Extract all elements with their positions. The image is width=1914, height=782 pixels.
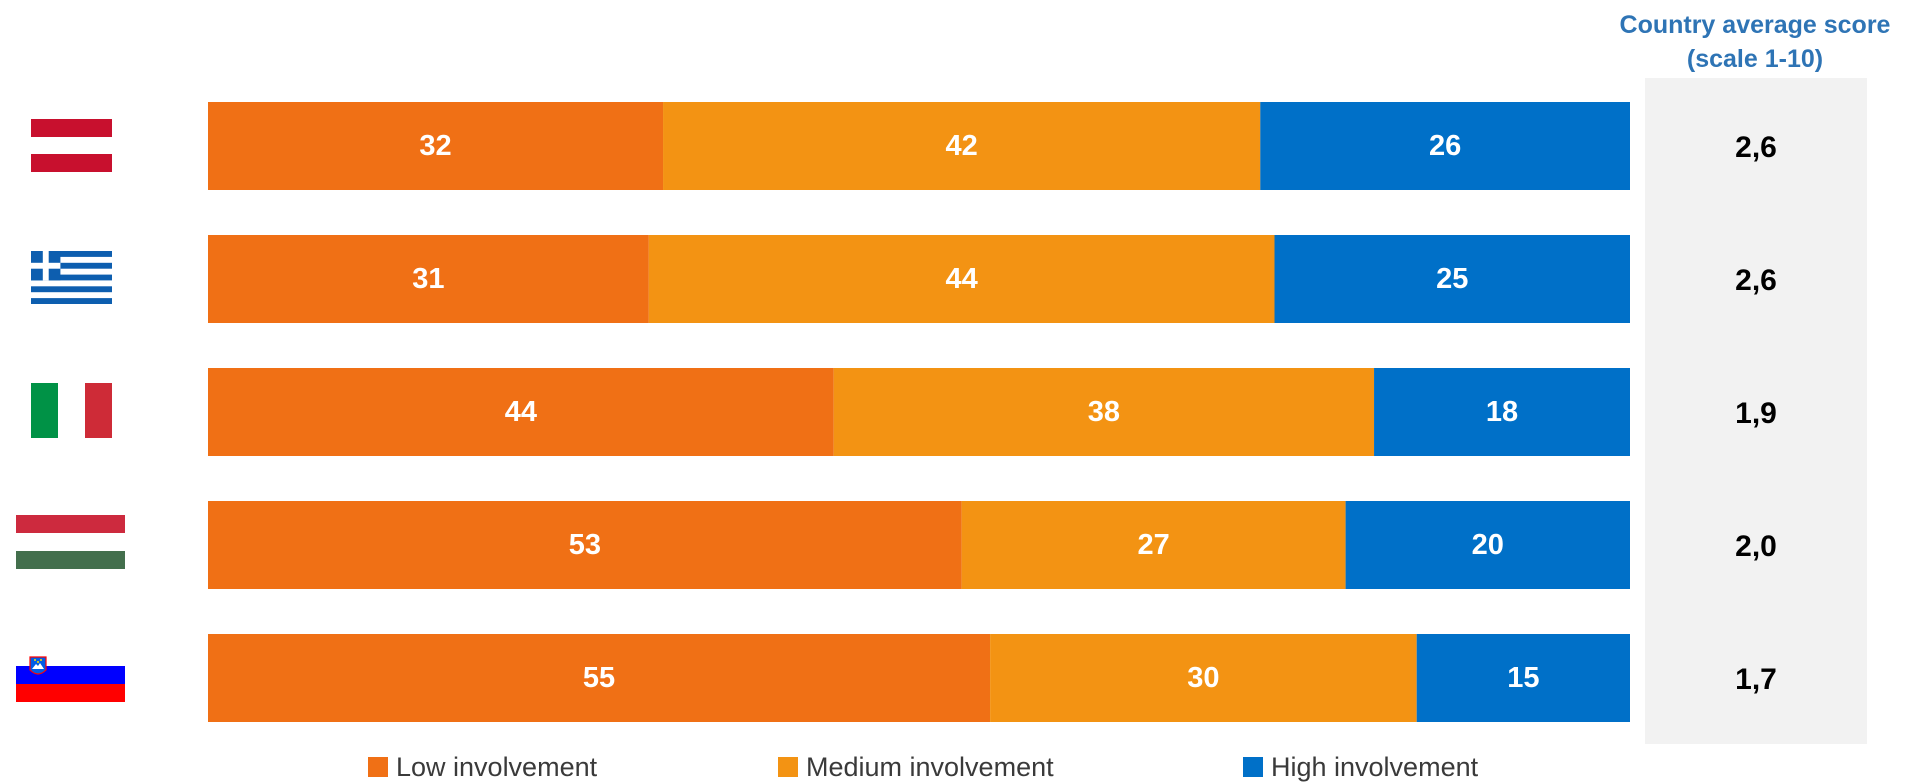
data-label-high-slovenia: 15 bbox=[1507, 662, 1539, 694]
data-label-medium-slovenia: 30 bbox=[1187, 662, 1219, 694]
score-panel bbox=[1645, 78, 1867, 744]
flag-greece-icon bbox=[31, 251, 112, 304]
legend-label-medium: Medium involvement bbox=[806, 752, 1054, 782]
bar-high-hungary bbox=[1345, 501, 1630, 589]
bar-low-italy bbox=[208, 368, 834, 456]
legend-item-high: High involvement bbox=[1243, 752, 1478, 782]
data-label-medium-hungary: 27 bbox=[1137, 529, 1169, 561]
data-label-medium-austria: 42 bbox=[946, 130, 978, 162]
bar-medium-hungary bbox=[961, 501, 1346, 589]
score-value-austria: 2,6 bbox=[1735, 131, 1777, 164]
bar-medium-austria bbox=[663, 102, 1261, 190]
legend-swatch-high bbox=[1243, 757, 1263, 777]
bar-medium-greece bbox=[648, 235, 1275, 323]
flag-austria-icon bbox=[31, 119, 112, 172]
data-label-high-italy: 18 bbox=[1486, 396, 1518, 428]
legend-item-medium: Medium involvement bbox=[778, 752, 1054, 782]
legend-item-low: Low involvement bbox=[368, 752, 597, 782]
bar-medium-slovenia bbox=[990, 634, 1417, 722]
data-label-low-austria: 32 bbox=[419, 130, 451, 162]
bar-high-slovenia bbox=[1416, 634, 1630, 722]
flag-italy-icon bbox=[31, 383, 112, 438]
bar-high-greece bbox=[1274, 235, 1630, 323]
data-label-medium-italy: 38 bbox=[1088, 396, 1120, 428]
bar-high-austria bbox=[1260, 102, 1630, 190]
bar-high-italy bbox=[1374, 368, 1630, 456]
data-label-low-slovenia: 55 bbox=[583, 662, 615, 694]
score-value-slovenia: 1,7 bbox=[1735, 663, 1777, 696]
data-label-medium-greece: 44 bbox=[946, 263, 978, 295]
data-label-low-greece: 31 bbox=[412, 263, 444, 295]
score-header-title: Country average score bbox=[1619, 11, 1891, 39]
flag-slovenia-icon bbox=[16, 648, 125, 702]
score-value-italy: 1,9 bbox=[1735, 397, 1777, 430]
score-value-greece: 2,6 bbox=[1735, 264, 1777, 297]
bar-low-greece bbox=[208, 235, 649, 323]
flag-hungary-icon bbox=[16, 515, 125, 569]
legend-label-low: Low involvement bbox=[396, 752, 598, 782]
data-label-low-italy: 44 bbox=[505, 396, 537, 428]
chart-legend: Low involvement Medium involvement High … bbox=[0, 752, 1914, 782]
data-label-high-austria: 26 bbox=[1429, 130, 1461, 162]
data-label-low-hungary: 53 bbox=[569, 529, 601, 561]
bar-low-hungary bbox=[208, 501, 962, 589]
score-value-hungary: 2,0 bbox=[1735, 530, 1777, 563]
data-label-high-greece: 25 bbox=[1436, 263, 1468, 295]
bar-low-austria bbox=[208, 102, 664, 190]
score-header-scale: (scale 1-10) bbox=[1686, 45, 1824, 73]
bar-low-slovenia bbox=[208, 634, 991, 722]
data-label-high-hungary: 20 bbox=[1472, 529, 1504, 561]
bar-medium-italy bbox=[833, 368, 1375, 456]
score-column-header: Country average score (scale 1-10) bbox=[1596, 8, 1914, 76]
legend-swatch-low bbox=[368, 757, 388, 777]
legend-label-high: High involvement bbox=[1271, 752, 1479, 782]
legend-swatch-medium bbox=[778, 757, 798, 777]
